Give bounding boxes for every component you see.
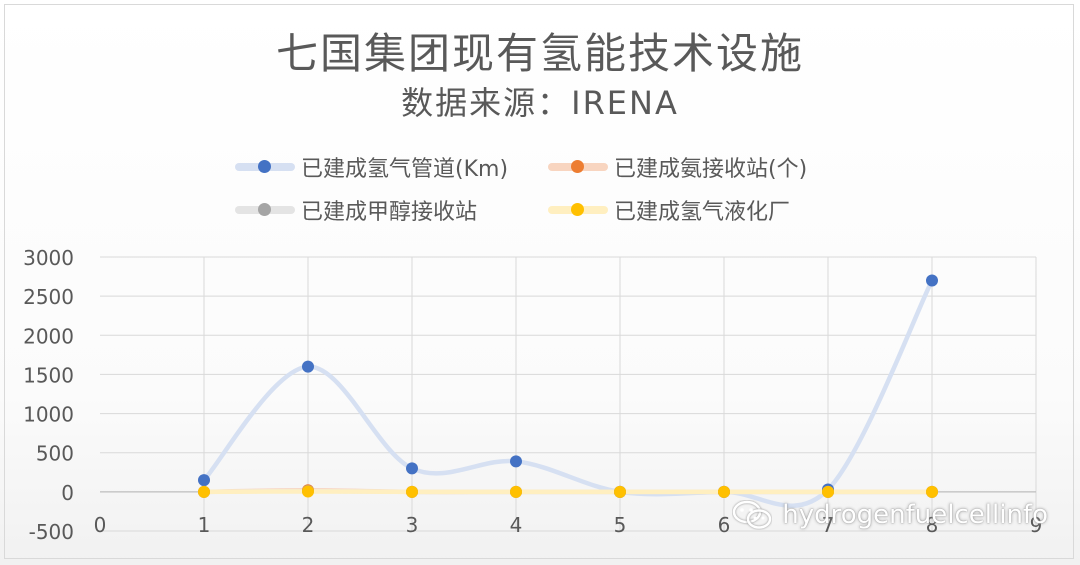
legend-label: 已建成甲醇接收站 [301,200,478,225]
series-4-point [718,485,730,498]
legend-entry-1: 已建成氢气管道(Km) [235,152,508,182]
series-4-point [198,485,210,498]
watermark: hydrogenfuelcellinfo [732,500,1048,530]
chart-title: 七国集团现有氢能技术设施 [275,29,804,78]
x-tick-label: 5 [614,513,627,537]
chart-subtitle: 数据来源：IRENA [401,84,679,122]
x-tick-label: 8 [926,513,939,537]
legend-swatch [548,195,608,225]
legend-label: 已建成氨接收站(个) [614,157,808,182]
x-tick-label: 1 [198,513,211,537]
x-tick-label: 7 [822,513,835,537]
x-tick-label: 6 [718,513,731,537]
series-1-point [302,360,314,373]
x-tick-label: 9 [1030,513,1043,537]
series-line-1 [201,278,935,508]
y-tick-label: 1500 [23,363,74,387]
x-tick-label: 3 [406,513,419,537]
x-tick-label: 4 [510,513,523,537]
series-4-point [510,485,522,498]
series-1-point [926,274,938,287]
legend-swatch [235,152,295,182]
series-4-point [926,485,938,498]
x-tick-label: 2 [302,513,315,537]
legend-entry-4: 已建成氢气液化厂 [548,195,790,225]
series-4-point [406,485,418,498]
wechat-icon [732,500,772,530]
legend-swatch [235,195,295,225]
chart-frame [4,4,1074,559]
legend-label: 已建成氢气液化厂 [614,200,791,225]
y-tick-label: 1000 [23,403,74,427]
series-4-point [614,485,626,498]
watermark-text: hydrogenfuelcellinfo [782,500,1048,530]
y-tick-label: 3000 [23,246,74,270]
y-tick-label: 2500 [23,285,74,309]
y-tick-label: 0 [61,481,74,505]
series-1-point [406,462,418,475]
legend-label: 已建成氢气管道(Km) [301,157,509,182]
legend-entry-2: 已建成氨接收站(个) [548,152,807,182]
legend-entry-3: 已建成甲醇接收站 [235,195,477,225]
y-tick-label: -500 [29,520,74,544]
legend-swatch [548,152,608,182]
series-4-point [822,485,834,498]
series-4-point [302,485,314,498]
series-1-point [198,474,210,487]
y-tick-label: 500 [36,442,74,466]
series-1-point [510,455,522,468]
x-tick-label: 0 [94,513,107,537]
y-tick-label: 2000 [23,324,74,348]
